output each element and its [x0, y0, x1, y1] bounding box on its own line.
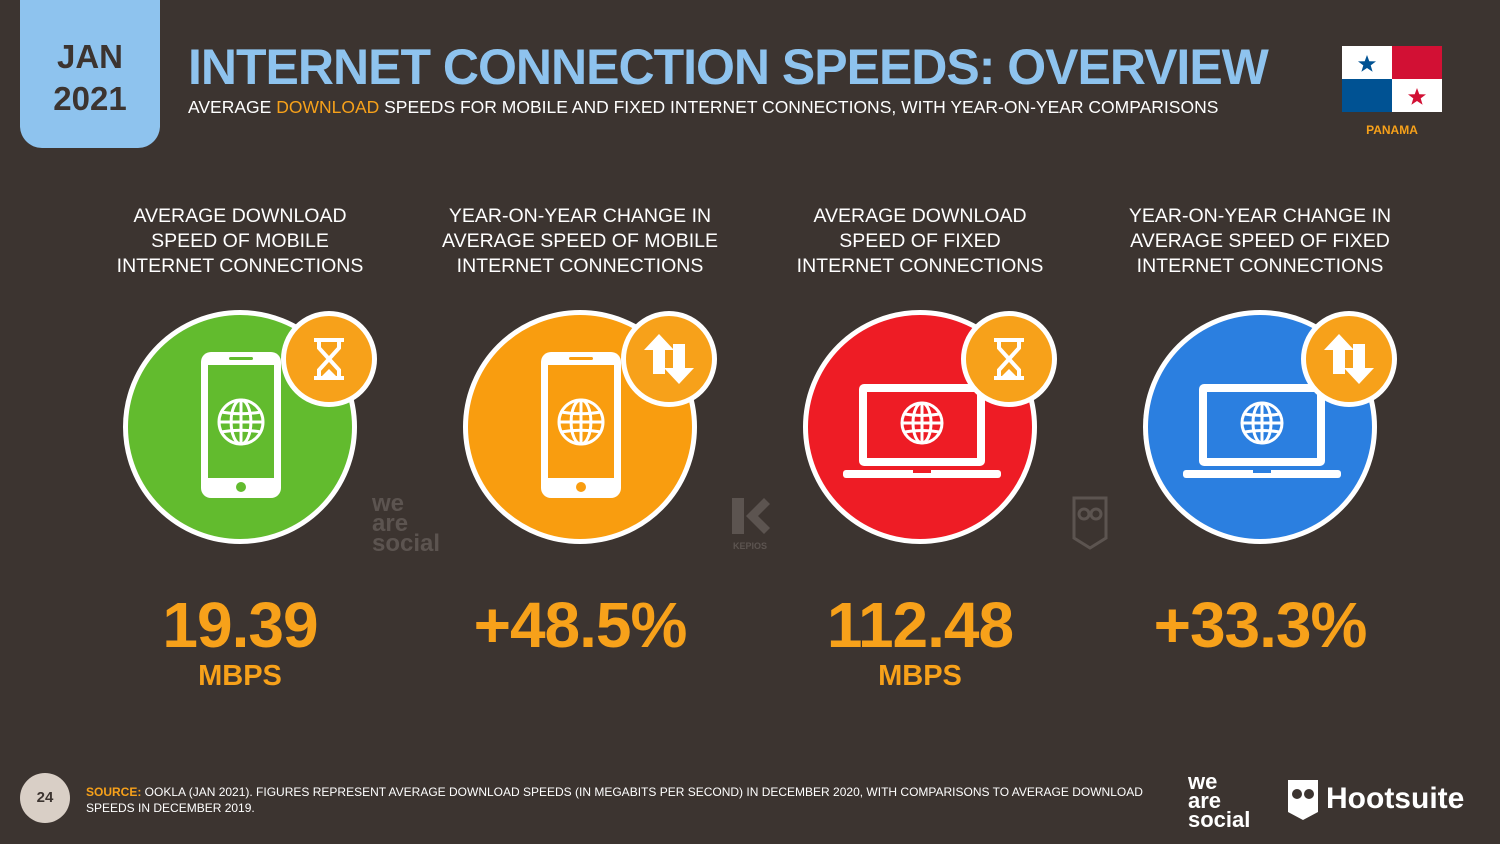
page-subtitle: AVERAGE DOWNLOAD SPEEDS FOR MOBILE AND F…: [188, 97, 1218, 118]
metric-label-line: SPEED OF MOBILE: [151, 230, 329, 252]
source-note: SOURCE: OOKLA (JAN 2021). FIGURES REPRES…: [86, 784, 1166, 816]
metric-circle: [1143, 310, 1377, 544]
up-down-arrows-icon: [1324, 334, 1374, 384]
metric-label: YEAR-ON-YEAR CHANGE IN AVERAGE SPEED OF M…: [420, 204, 740, 279]
source-text: OOKLA (JAN 2021). FIGURES REPRESENT AVER…: [86, 785, 1143, 815]
globe-icon: [217, 398, 265, 446]
smartphone-icon: [541, 352, 621, 498]
subtitle-highlight: DOWNLOAD: [276, 97, 380, 117]
watermark-social: social: [372, 530, 441, 557]
metric-label: AVERAGE DOWNLOAD SPEED OF MOBILE INTERNET …: [80, 204, 400, 279]
metric-circle: [463, 310, 697, 544]
date-year: 2021: [53, 80, 127, 117]
kepios-label: KEPIOS: [732, 541, 767, 551]
globe-icon: [900, 401, 944, 445]
metric-label: YEAR-ON-YEAR CHANGE IN AVERAGE SPEED OF F…: [1100, 204, 1420, 279]
logo-are: are: [1188, 788, 1222, 813]
hootsuite-logo-text: Hootsuite: [1326, 782, 1465, 815]
up-down-arrows-icon: [644, 334, 694, 384]
laptop-icon: [843, 384, 1001, 478]
metric-badge: [961, 311, 1057, 407]
hootsuite-owl-icon: [1288, 780, 1318, 820]
date-tab: JAN 2021: [20, 0, 160, 148]
smartphone-icon: [541, 352, 621, 498]
watermark-we: we: [372, 490, 405, 517]
kepios-watermark: KEPIOS: [728, 496, 772, 551]
metric-badge: [281, 311, 377, 407]
globe-icon: [1240, 401, 1284, 445]
up-down-arrows-icon: [644, 334, 694, 384]
metric-value: 112.48: [826, 589, 1014, 661]
hourglass-icon: [994, 338, 1024, 380]
metric-label-line: AVERAGE SPEED OF FIXED: [1130, 230, 1390, 252]
logo-we: we: [1188, 769, 1218, 794]
page-title: INTERNET CONNECTION SPEEDS: OVERVIEW: [188, 39, 1269, 95]
laptop-icon: [1183, 384, 1341, 478]
metric-unit: MBPS: [878, 660, 962, 692]
country-label: PANAMA: [1366, 123, 1418, 137]
metric-label: AVERAGE DOWNLOAD SPEED OF FIXED INTERNET C…: [760, 204, 1080, 279]
laptop-icon: [1183, 384, 1341, 478]
subtitle-post: SPEEDS FOR MOBILE AND FIXED INTERNET CON…: [379, 97, 1219, 117]
smartphone-icon: [201, 352, 281, 498]
metric-label-line: AVERAGE SPEED OF MOBILE: [442, 230, 718, 252]
owl-watermark-icon: [1072, 496, 1108, 550]
metric-label-line: YEAR-ON-YEAR CHANGE IN: [1128, 205, 1392, 227]
logo-social: social: [1188, 807, 1251, 832]
laptop-icon: [843, 384, 1001, 478]
date-month: JAN: [56, 38, 124, 75]
metric-label-line: INTERNET CONNECTIONS: [1136, 255, 1384, 277]
up-down-arrows-icon: [1324, 334, 1374, 384]
metric-label-line: INTERNET CONNECTIONS: [796, 255, 1044, 277]
hourglass-icon: [314, 338, 344, 380]
kepios-logo-icon: [732, 498, 770, 534]
metric-badge: [621, 311, 717, 407]
metric-label-line: AVERAGE DOWNLOAD: [813, 205, 1027, 227]
metric-label-line: INTERNET CONNECTIONS: [116, 255, 364, 277]
metric-label-line: SPEED OF FIXED: [839, 230, 1001, 252]
we-are-social-logo: we are social: [1188, 769, 1251, 832]
metric-value: +33.3%: [1153, 589, 1368, 661]
hourglass-icon: [314, 338, 344, 380]
globe-icon: [557, 398, 605, 446]
hourglass-icon: [994, 338, 1024, 380]
metric-label-line: YEAR-ON-YEAR CHANGE IN: [448, 205, 712, 227]
metric-unit: MBPS: [198, 660, 282, 692]
metric-value: 19.39: [162, 589, 318, 661]
smartphone-icon: [201, 352, 281, 498]
watermark-are: are: [372, 510, 409, 537]
we-are-social-watermark: we are social: [372, 490, 441, 557]
metric-label-line: INTERNET CONNECTIONS: [456, 255, 704, 277]
metric-value: +48.5%: [473, 589, 688, 661]
subtitle-pre: AVERAGE: [188, 97, 277, 117]
metric-label-line: AVERAGE DOWNLOAD: [133, 205, 347, 227]
source-label: SOURCE:: [86, 785, 142, 799]
page-number: 24: [20, 773, 70, 823]
metric-badge: [1301, 311, 1397, 407]
panama-flag-icon: [1342, 46, 1442, 112]
